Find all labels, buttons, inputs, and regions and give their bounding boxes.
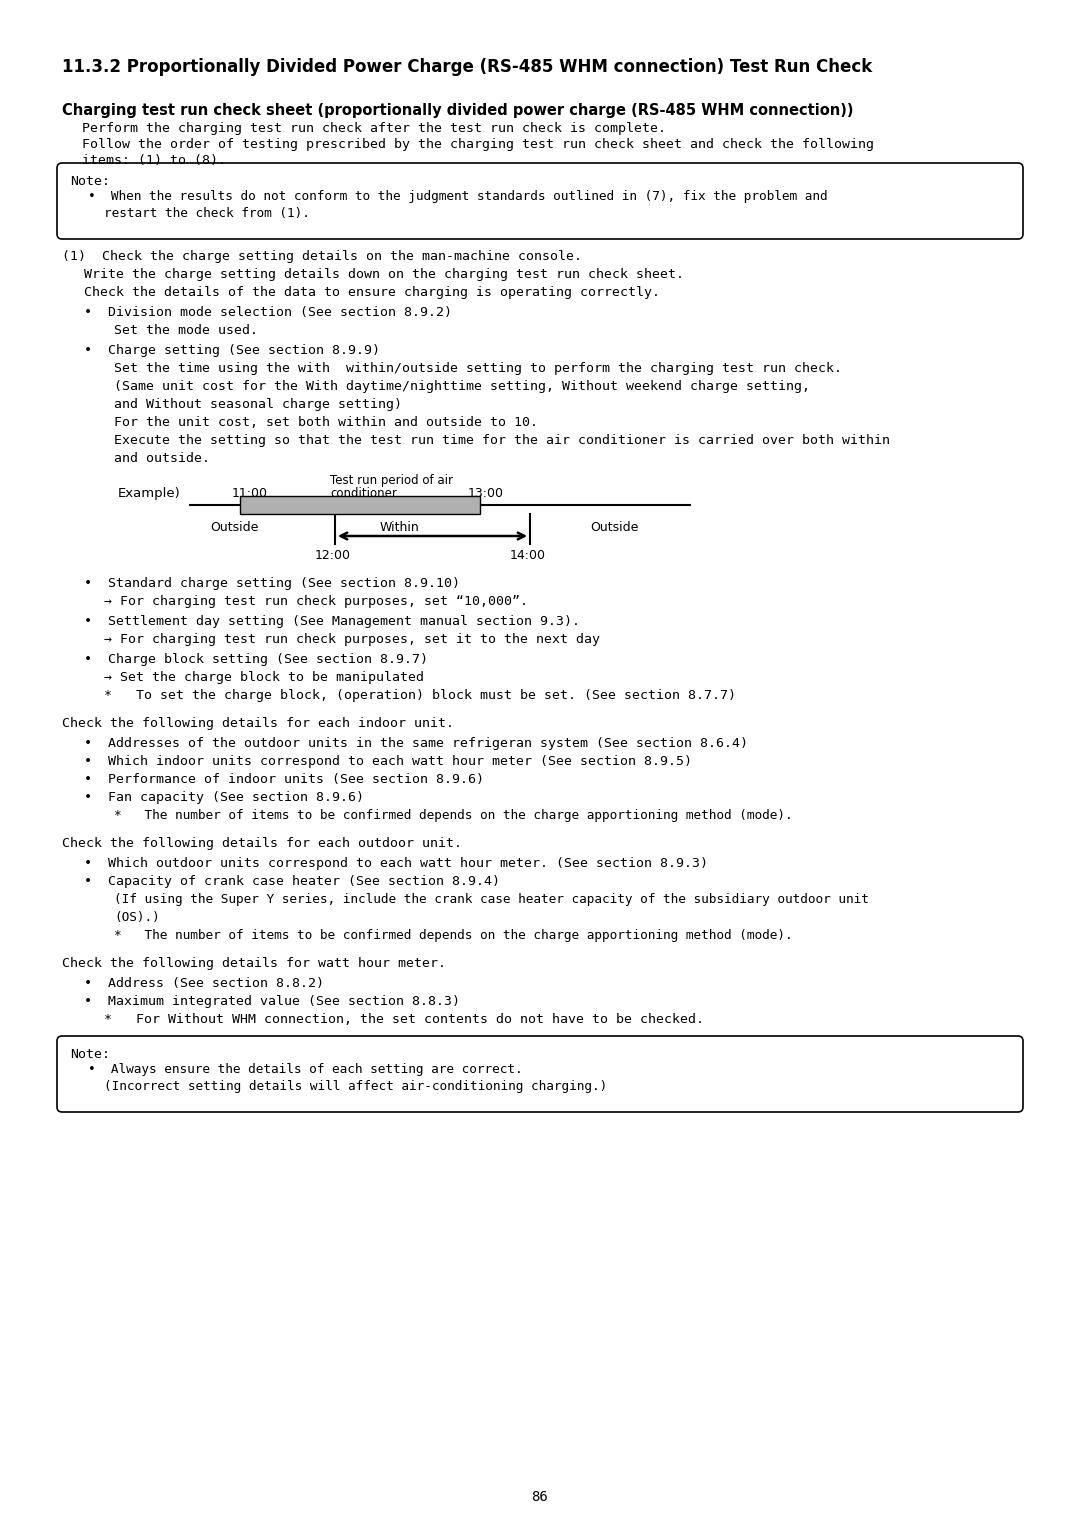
Text: •  Which indoor units correspond to each watt hour meter (See section 8.9.5): • Which indoor units correspond to each … <box>84 755 692 769</box>
Text: Write the charge setting details down on the charging test run check sheet.: Write the charge setting details down on… <box>84 268 684 281</box>
Text: •  Maximum integrated value (See section 8.8.3): • Maximum integrated value (See section … <box>84 994 460 1008</box>
Text: Follow the order of testing prescribed by the charging test run check sheet and : Follow the order of testing prescribed b… <box>82 137 874 151</box>
Text: Within: Within <box>380 522 420 534</box>
Text: 11.3.2 Proportionally Divided Power Charge (RS-485 WHM connection) Test Run Chec: 11.3.2 Proportionally Divided Power Char… <box>62 58 873 76</box>
Text: •  Performance of indoor units (See section 8.9.6): • Performance of indoor units (See secti… <box>84 773 484 785</box>
Text: *   For Without WHM connection, the set contents do not have to be checked.: * For Without WHM connection, the set co… <box>104 1013 704 1026</box>
Text: Test run period of air: Test run period of air <box>330 474 453 486</box>
Text: 14:00: 14:00 <box>510 549 546 563</box>
Text: → For charging test run check purposes, set it to the next day: → For charging test run check purposes, … <box>104 633 600 647</box>
Text: For the unit cost, set both within and outside to 10.: For the unit cost, set both within and o… <box>114 416 538 429</box>
Text: restart the check from (1).: restart the check from (1). <box>104 207 310 220</box>
Text: (Same unit cost for the With daytime/nighttime setting, Without weekend charge s: (Same unit cost for the With daytime/nig… <box>114 380 810 393</box>
Text: conditioner: conditioner <box>330 486 396 500</box>
Text: •  Address (See section 8.8.2): • Address (See section 8.8.2) <box>84 978 324 990</box>
Text: Check the following details for each outdoor unit.: Check the following details for each out… <box>62 837 462 849</box>
Text: and Without seasonal charge setting): and Without seasonal charge setting) <box>114 398 402 412</box>
Text: Perform the charging test run check after the test run check is complete.: Perform the charging test run check afte… <box>82 122 666 136</box>
Text: → For charging test run check purposes, set “10,000”.: → For charging test run check purposes, … <box>104 595 528 608</box>
Text: *   To set the charge block, (operation) block must be set. (See section 8.7.7): * To set the charge block, (operation) b… <box>104 689 735 702</box>
Text: Outside: Outside <box>590 522 638 534</box>
Text: •  Charge block setting (See section 8.9.7): • Charge block setting (See section 8.9.… <box>84 653 428 666</box>
Text: (If using the Super Y series, include the crank case heater capacity of the subs: (If using the Super Y series, include th… <box>114 894 869 906</box>
Text: Example): Example) <box>118 486 180 500</box>
Text: *   The number of items to be confirmed depends on the charge apportioning metho: * The number of items to be confirmed de… <box>114 929 793 942</box>
Text: •  Standard charge setting (See section 8.9.10): • Standard charge setting (See section 8… <box>84 576 460 590</box>
Text: 86: 86 <box>531 1490 549 1504</box>
Bar <box>240 496 480 514</box>
Text: Execute the setting so that the test run time for the air conditioner is carried: Execute the setting so that the test run… <box>114 435 890 447</box>
Text: 13:00: 13:00 <box>468 486 504 500</box>
Text: •  Fan capacity (See section 8.9.6): • Fan capacity (See section 8.9.6) <box>84 791 364 804</box>
Text: and outside.: and outside. <box>114 451 210 465</box>
Text: •  Always ensure the details of each setting are correct.: • Always ensure the details of each sett… <box>87 1063 523 1077</box>
Text: 12:00: 12:00 <box>315 549 351 563</box>
Text: *   The number of items to be confirmed depends on the charge apportioning metho: * The number of items to be confirmed de… <box>114 808 793 822</box>
Text: (Incorrect setting details will affect air-conditioning charging.): (Incorrect setting details will affect a… <box>104 1080 607 1093</box>
Text: → Set the charge block to be manipulated: → Set the charge block to be manipulated <box>104 671 424 685</box>
Text: (OS).): (OS).) <box>114 910 160 924</box>
Text: Outside: Outside <box>210 522 258 534</box>
Text: Charging test run check sheet (proportionally divided power charge (RS-485 WHM c: Charging test run check sheet (proportio… <box>62 104 853 117</box>
Text: •  Division mode selection (See section 8.9.2): • Division mode selection (See section 8… <box>84 307 453 319</box>
Text: (1)  Check the charge setting details on the man-machine console.: (1) Check the charge setting details on … <box>62 250 582 262</box>
Text: •  Settlement day setting (See Management manual section 9.3).: • Settlement day setting (See Management… <box>84 615 580 628</box>
Text: Note:: Note: <box>70 1048 110 1061</box>
Text: •  Which outdoor units correspond to each watt hour meter. (See section 8.9.3): • Which outdoor units correspond to each… <box>84 857 708 869</box>
Text: •  Addresses of the outdoor units in the same refrigeran system (See section 8.6: • Addresses of the outdoor units in the … <box>84 737 748 750</box>
Text: •  Capacity of crank case heater (See section 8.9.4): • Capacity of crank case heater (See sec… <box>84 875 500 888</box>
Text: Set the time using the with  within/outside setting to perform the charging test: Set the time using the with within/outsi… <box>114 361 842 375</box>
Text: items: (1) to (8).: items: (1) to (8). <box>82 154 226 168</box>
FancyBboxPatch shape <box>57 1035 1023 1112</box>
Text: Note:: Note: <box>70 175 110 188</box>
FancyBboxPatch shape <box>57 163 1023 239</box>
Text: Check the following details for each indoor unit.: Check the following details for each ind… <box>62 717 454 730</box>
Text: 11:00: 11:00 <box>232 486 268 500</box>
Text: •  When the results do not conform to the judgment standards outlined in (7), fi: • When the results do not conform to the… <box>87 191 827 203</box>
Text: •  Charge setting (See section 8.9.9): • Charge setting (See section 8.9.9) <box>84 345 380 357</box>
Text: Check the details of the data to ensure charging is operating correctly.: Check the details of the data to ensure … <box>84 287 660 299</box>
Text: Set the mode used.: Set the mode used. <box>114 323 258 337</box>
Text: Check the following details for watt hour meter.: Check the following details for watt hou… <box>62 958 446 970</box>
